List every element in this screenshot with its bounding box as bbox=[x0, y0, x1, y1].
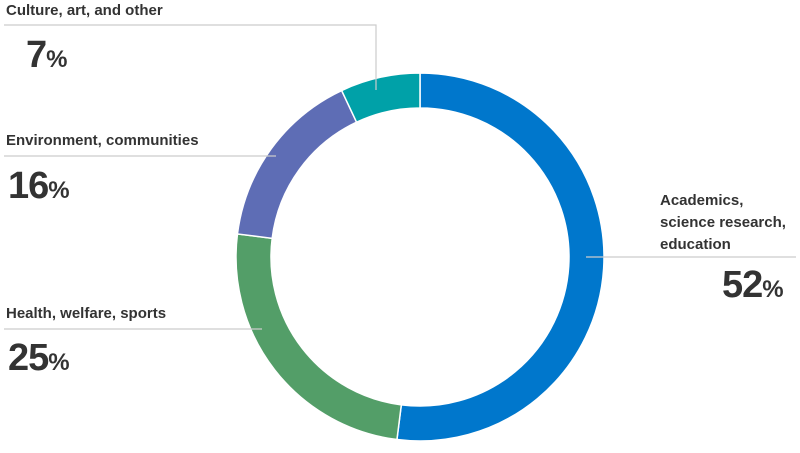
academics-value-label: 52% bbox=[722, 266, 784, 304]
academics-label-line3: education bbox=[660, 236, 731, 253]
health-unit: % bbox=[48, 349, 70, 376]
culture-slice bbox=[340, 72, 421, 124]
health-value: 25 bbox=[8, 337, 49, 379]
health-slice bbox=[235, 233, 403, 441]
health-value-label: 25% bbox=[8, 339, 70, 377]
academics-unit: % bbox=[762, 276, 784, 303]
academics-value: 52 bbox=[722, 264, 763, 306]
environment-slice bbox=[236, 89, 358, 240]
academics-label-line1: Academics, bbox=[660, 192, 744, 209]
culture-label: Culture, art, and other bbox=[6, 2, 163, 19]
environment-value: 16 bbox=[8, 165, 49, 207]
culture-unit: % bbox=[46, 46, 68, 73]
culture-leader bbox=[4, 24, 377, 90]
health-label: Health, welfare, sports bbox=[6, 305, 167, 322]
academics-label-line2: science research, bbox=[660, 214, 786, 231]
academics-slice bbox=[396, 72, 605, 442]
academics-label: Academics, science research, education bbox=[660, 190, 786, 256]
environment-unit: % bbox=[48, 177, 70, 204]
environment-label: Environment, communities bbox=[6, 132, 199, 149]
culture-value: 7 bbox=[26, 34, 47, 76]
environment-value-label: 16% bbox=[8, 167, 70, 205]
culture-value-label: 7% bbox=[26, 36, 67, 74]
